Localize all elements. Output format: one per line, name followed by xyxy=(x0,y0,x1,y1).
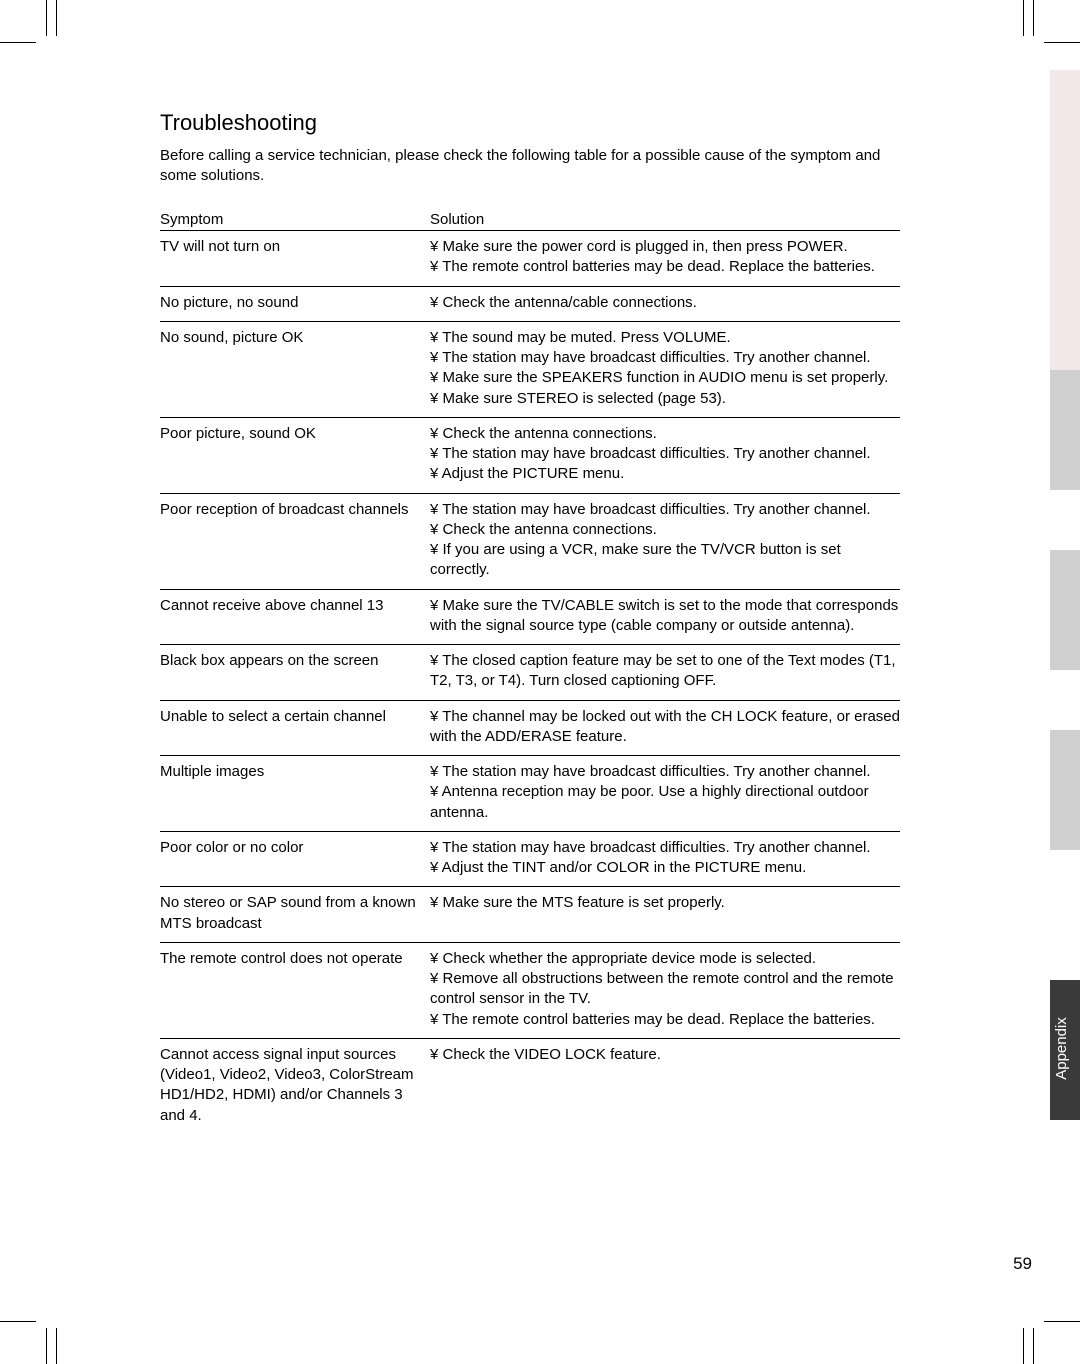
solution-item: ¥ Adjust the PICTURE menu. xyxy=(430,464,900,484)
symptom-cell: No sound, picture OK xyxy=(160,328,430,409)
symptom-cell: TV will not turn on xyxy=(160,237,430,278)
crop-mark xyxy=(46,1328,47,1364)
solution-item: ¥ The station may have broadcast difficu… xyxy=(430,348,900,368)
solution-item: ¥ Check the antenna connections. xyxy=(430,520,900,540)
table-row: Cannot access signal input sources (Vide… xyxy=(160,1039,900,1134)
crop-mark xyxy=(0,1321,36,1322)
solution-item: ¥ The station may have broadcast difficu… xyxy=(430,444,900,464)
side-segment xyxy=(1050,70,1080,370)
header-symptom: Symptom xyxy=(160,211,430,228)
solution-item: ¥ The station may have broadcast difficu… xyxy=(430,500,900,520)
crop-mark xyxy=(56,0,57,36)
crop-mark xyxy=(1033,0,1034,36)
solution-item: ¥ Remove all obstructions between the re… xyxy=(430,969,900,1010)
symptom-cell: No stereo or SAP sound from a known MTS … xyxy=(160,893,430,934)
header-solution: Solution xyxy=(430,211,900,228)
table-row: Poor picture, sound OK¥ Check the antenn… xyxy=(160,418,900,494)
side-segment xyxy=(1050,850,1080,980)
solution-item: ¥ Check the antenna/cable connections. xyxy=(430,293,900,313)
symptom-cell: Cannot access signal input sources (Vide… xyxy=(160,1045,430,1126)
table-row: Multiple images¥ The station may have br… xyxy=(160,756,900,832)
solution-cell: ¥ The station may have broadcast difficu… xyxy=(430,500,900,581)
solution-cell: ¥ Make sure the MTS feature is set prope… xyxy=(430,893,900,934)
crop-mark xyxy=(1044,42,1080,43)
table-header: Symptom Solution xyxy=(160,211,900,231)
side-segment xyxy=(1050,370,1080,490)
symptom-cell: No picture, no sound xyxy=(160,293,430,313)
solution-cell: ¥ The sound may be muted. Press VOLUME.¥… xyxy=(430,328,900,409)
crop-mark xyxy=(1023,0,1024,36)
crop-mark xyxy=(1033,1328,1034,1364)
solution-item: ¥ Make sure STEREO is selected (page 53)… xyxy=(430,389,900,409)
table-row: The remote control does not operate¥ Che… xyxy=(160,943,900,1039)
crop-mark xyxy=(56,1328,57,1364)
solution-item: ¥ Check the antenna connections. xyxy=(430,424,900,444)
table-row: Cannot receive above channel 13¥ Make su… xyxy=(160,590,900,646)
solution-cell: ¥ The channel may be locked out with the… xyxy=(430,707,900,748)
page-number: 59 xyxy=(1013,1254,1032,1274)
solution-cell: ¥ The station may have broadcast difficu… xyxy=(430,762,900,823)
solution-item: ¥ The remote control batteries may be de… xyxy=(430,257,900,277)
symptom-cell: Poor picture, sound OK xyxy=(160,424,430,485)
solution-item: ¥ The station may have broadcast difficu… xyxy=(430,838,900,858)
crop-mark xyxy=(46,0,47,36)
symptom-cell: Poor color or no color xyxy=(160,838,430,879)
symptom-cell: Black box appears on the screen xyxy=(160,651,430,692)
solution-item: ¥ If you are using a VCR, make sure the … xyxy=(430,540,900,581)
solution-item: ¥ Make sure the SPEAKERS function in AUD… xyxy=(430,368,900,388)
symptom-cell: Poor reception of broadcast channels xyxy=(160,500,430,581)
table-row: Unable to select a certain channel¥ The … xyxy=(160,701,900,757)
solution-cell: ¥ Check the VIDEO LOCK feature. xyxy=(430,1045,900,1126)
table-row: No picture, no sound¥ Check the antenna/… xyxy=(160,287,900,322)
crop-mark xyxy=(1044,1321,1080,1322)
intro-text: Before calling a service technician, ple… xyxy=(160,146,900,185)
page-title: Troubleshooting xyxy=(160,110,900,136)
solution-item: ¥ Make sure the TV/CABLE switch is set t… xyxy=(430,596,900,637)
solution-item: ¥ Adjust the TINT and/or COLOR in the PI… xyxy=(430,858,900,878)
solution-cell: ¥ The closed caption feature may be set … xyxy=(430,651,900,692)
table-row: Poor reception of broadcast channels¥ Th… xyxy=(160,494,900,590)
solution-cell: ¥ Check the antenna connections.¥ The st… xyxy=(430,424,900,485)
symptom-cell: The remote control does not operate xyxy=(160,949,430,1030)
table-row: No sound, picture OK¥ The sound may be m… xyxy=(160,322,900,418)
table-row: Poor color or no color¥ The station may … xyxy=(160,832,900,888)
crop-mark xyxy=(0,42,36,43)
symptom-cell: Multiple images xyxy=(160,762,430,823)
table-row: No stereo or SAP sound from a known MTS … xyxy=(160,887,900,943)
solution-item: ¥ Antenna reception may be poor. Use a h… xyxy=(430,782,900,823)
solution-cell: ¥ The station may have broadcast difficu… xyxy=(430,838,900,879)
crop-mark xyxy=(1023,1328,1024,1364)
table-body: TV will not turn on¥ Make sure the power… xyxy=(160,231,900,1134)
side-tab-label: Appendix xyxy=(1053,1017,1070,1080)
side-segment xyxy=(1050,670,1080,730)
symptom-cell: Cannot receive above channel 13 xyxy=(160,596,430,637)
symptom-cell: Unable to select a certain channel xyxy=(160,707,430,748)
solution-item: ¥ The remote control batteries may be de… xyxy=(430,1010,900,1030)
side-tab-active: Appendix xyxy=(1050,980,1080,1120)
solution-cell: ¥ Check the antenna/cable connections. xyxy=(430,293,900,313)
document-page: Troubleshooting Before calling a service… xyxy=(160,110,900,1134)
solution-cell: ¥ Make sure the power cord is plugged in… xyxy=(430,237,900,278)
solution-cell: ¥ Check whether the appropriate device m… xyxy=(430,949,900,1030)
solution-item: ¥ Make sure the MTS feature is set prope… xyxy=(430,893,900,913)
solution-item: ¥ Check the VIDEO LOCK feature. xyxy=(430,1045,900,1065)
solution-cell: ¥ Make sure the TV/CABLE switch is set t… xyxy=(430,596,900,637)
table-row: TV will not turn on¥ Make sure the power… xyxy=(160,231,900,287)
solution-item: ¥ The station may have broadcast difficu… xyxy=(430,762,900,782)
side-segment xyxy=(1050,490,1080,550)
side-tab-bar: Appendix xyxy=(1050,70,1080,1120)
solution-item: ¥ Check whether the appropriate device m… xyxy=(430,949,900,969)
side-segment xyxy=(1050,730,1080,850)
solution-item: ¥ The channel may be locked out with the… xyxy=(430,707,900,748)
solution-item: ¥ The closed caption feature may be set … xyxy=(430,651,900,692)
table-row: Black box appears on the screen¥ The clo… xyxy=(160,645,900,701)
side-segment xyxy=(1050,550,1080,670)
solution-item: ¥ The sound may be muted. Press VOLUME. xyxy=(430,328,900,348)
solution-item: ¥ Make sure the power cord is plugged in… xyxy=(430,237,900,257)
